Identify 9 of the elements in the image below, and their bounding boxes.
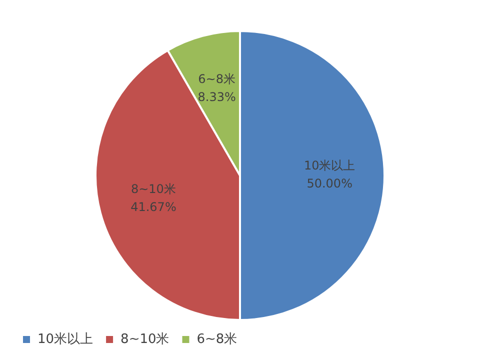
legend-label: 10米以上: [38, 332, 94, 347]
data-label: 50.00%: [306, 176, 352, 191]
legend-label: 6~8米: [196, 332, 238, 347]
slice-label: 6~8米: [198, 72, 236, 86]
slice-label: 8~10米: [130, 182, 176, 196]
legend-label: 8~10米: [120, 332, 170, 347]
data-label: 41.67%: [130, 200, 176, 214]
data-label: 8.33%: [198, 90, 236, 104]
slice-label: 10米以上: [304, 158, 356, 173]
